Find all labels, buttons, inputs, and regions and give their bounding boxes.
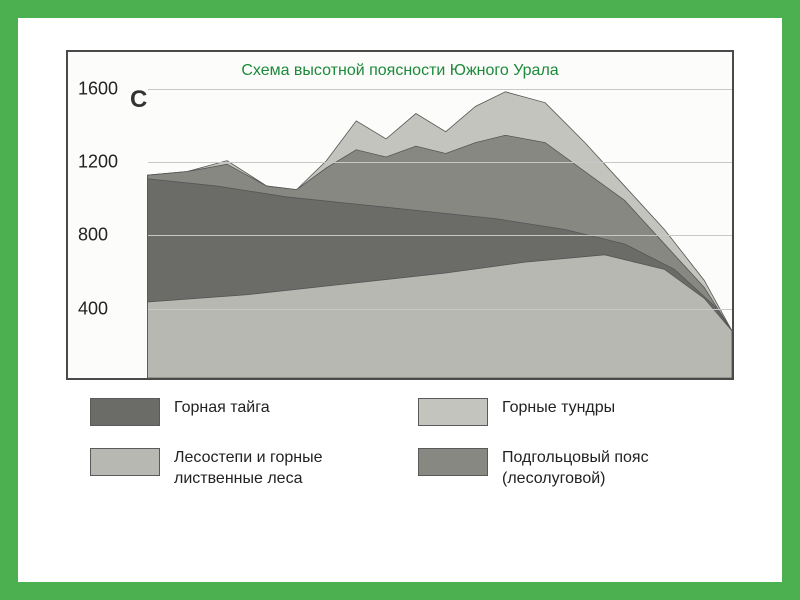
legend-swatch (418, 448, 488, 476)
page-title: Схема высотной поясности Южного Урала (18, 62, 782, 80)
y-tick-label: 1200 (78, 152, 118, 173)
legend-label: Подгольцовый пояс (лесолуговой) (502, 448, 722, 490)
y-tick-label: 400 (78, 298, 108, 319)
gridline (148, 235, 732, 236)
chart-box: С 400 800 1200 1600 (66, 50, 734, 380)
chart-svg (68, 52, 732, 378)
gridline (148, 162, 732, 163)
gridline (148, 89, 732, 90)
legend-item: Горная тайга (90, 398, 394, 426)
y-tick-label: 1600 (78, 78, 118, 99)
legend-item: Подгольцовый пояс (лесолуговой) (418, 448, 722, 490)
gridline (148, 309, 732, 310)
marker-c: С (130, 86, 147, 114)
legend-item: Лесостепи и горные лиственные леса (90, 448, 394, 490)
slide-area: С 400 800 1200 1600 Схема высотной поясност… (18, 18, 782, 582)
legend-label: Горная тайга (174, 398, 270, 419)
legend-swatch (418, 398, 488, 426)
legend-label: Лесостепи и горные лиственные леса (174, 448, 394, 490)
legend-item: Горные тундры (418, 398, 722, 426)
legend-swatch (90, 448, 160, 476)
legend-label: Горные тундры (502, 398, 615, 419)
chart-inner: С 400 800 1200 1600 (68, 52, 732, 378)
legend: Горная тайга Горные тундры Лесостепи и гор… (90, 398, 722, 490)
legend-swatch (90, 398, 160, 426)
y-tick-label: 800 (78, 225, 108, 246)
